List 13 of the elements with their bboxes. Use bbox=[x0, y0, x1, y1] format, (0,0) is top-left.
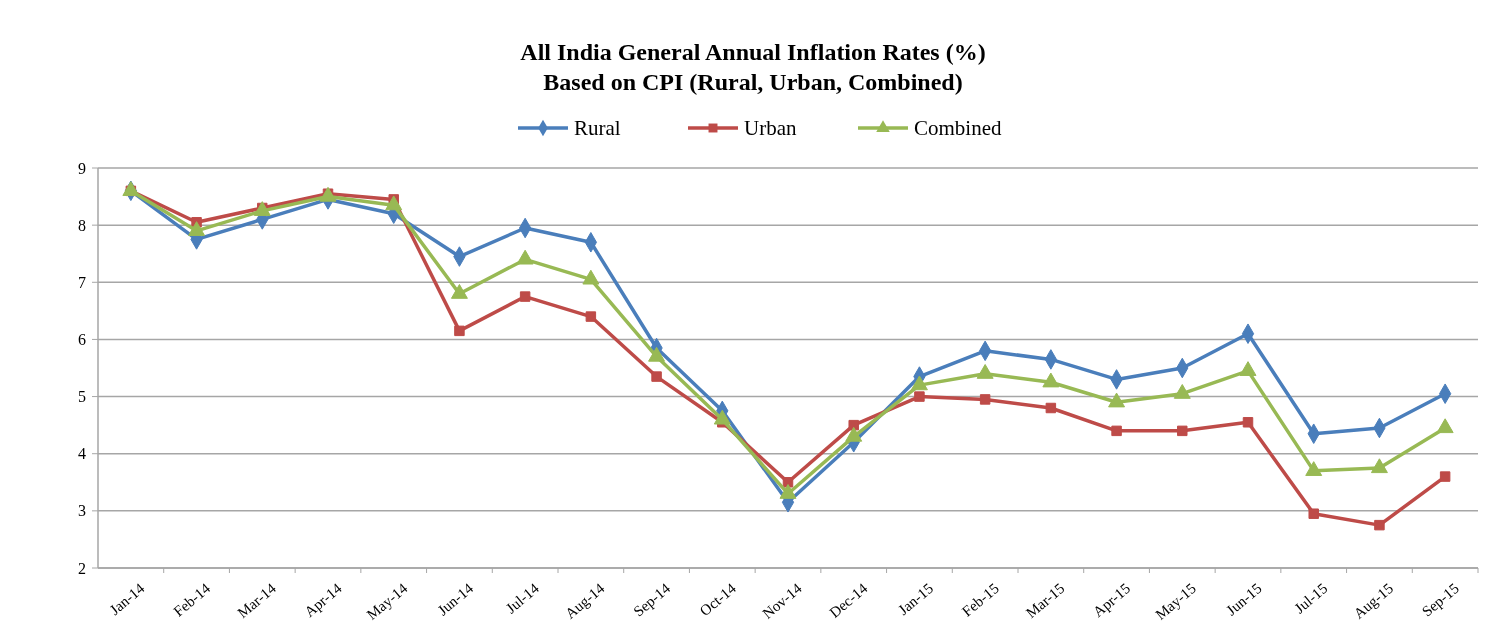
legend-label: Combined bbox=[914, 116, 1002, 141]
legend-label: Urban bbox=[744, 116, 797, 141]
legend-label: Rural bbox=[574, 116, 621, 141]
chart-subtitle: Based on CPI (Rural, Urban, Combined) bbox=[543, 69, 963, 95]
y-tick-label: 7 bbox=[78, 273, 86, 291]
y-tick-label: 2 bbox=[78, 559, 86, 577]
y-tick-label: 3 bbox=[78, 502, 86, 520]
chart-title: All India General Annual Inflation Rates (%) bbox=[520, 39, 986, 65]
y-tick-label: 4 bbox=[78, 445, 86, 463]
y-tick-label: 9 bbox=[78, 159, 86, 177]
y-tick-label: 5 bbox=[78, 388, 86, 406]
y-tick-label: 6 bbox=[78, 331, 86, 349]
y-tick-label: 8 bbox=[78, 216, 86, 234]
